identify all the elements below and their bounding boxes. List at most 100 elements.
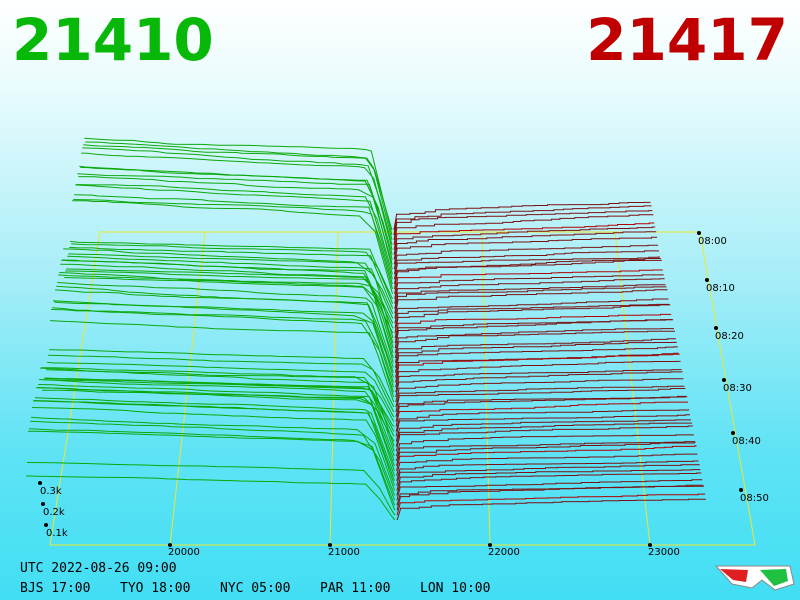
bid-depth-line	[43, 379, 395, 437]
bid-depth-line	[67, 255, 394, 319]
time-label: 08:00	[698, 236, 727, 247]
time-label: 08:40	[732, 436, 761, 447]
price-axis: 20000 21000 22000 23000	[168, 543, 680, 558]
bid-depth-line	[55, 289, 394, 378]
utc-time: UTC 2022-08-26 09:00	[20, 561, 177, 576]
time-axis: 08:00 08:10 08:20 08:30 08:40 08:50	[697, 231, 769, 504]
ask-depth-line	[394, 341, 677, 368]
bid-depth-line	[50, 320, 395, 403]
bid-depth-line	[75, 184, 393, 280]
ask-depth-line	[396, 479, 703, 501]
floor-line	[614, 231, 651, 546]
ask-depth-line	[396, 493, 706, 516]
bid-depth-line	[49, 349, 395, 408]
bid-depth-line	[26, 462, 396, 516]
bid-depth-line	[68, 253, 394, 314]
floor-outline	[49, 231, 756, 546]
ask-depth-line	[395, 422, 692, 447]
ask-depth-line	[395, 378, 684, 403]
ask-depth-line	[394, 330, 675, 358]
ask-depth-line	[393, 222, 655, 250]
bid-depth-line	[60, 263, 394, 354]
bid-depth-line	[61, 259, 394, 349]
bid-depth-line	[59, 272, 394, 358]
ask-depth-line	[396, 464, 700, 486]
ask-depth-line	[394, 274, 664, 299]
bid-depth-line	[25, 475, 396, 521]
ask-depth-line	[395, 414, 690, 437]
bid-depth-line	[77, 173, 393, 270]
bid-depth-line	[63, 248, 394, 339]
ask-depth-line	[395, 353, 680, 383]
ask-depth-line	[396, 498, 706, 521]
bid-depth-line	[58, 274, 394, 363]
city-clock: BJS 17:00	[20, 581, 90, 596]
bid-depth-line	[79, 165, 393, 260]
floor-line	[481, 231, 491, 546]
city-clock: PAR 11:00	[320, 581, 390, 596]
city-clock: LON 10:00	[420, 581, 490, 596]
ask-depth-line	[396, 485, 705, 511]
price-label: 21000	[328, 547, 360, 558]
ask-depth-line	[393, 226, 656, 255]
bid-depth-line	[47, 361, 395, 418]
bid-depth-line	[39, 379, 395, 457]
floor-line	[169, 231, 206, 546]
city-clock: NYC 05:00	[220, 581, 290, 596]
bid-depth-line	[70, 240, 394, 304]
tick-dot	[705, 278, 709, 282]
time-label: 08:10	[706, 283, 735, 294]
ask-depth-line	[396, 469, 701, 491]
depth-label: 0.3k	[40, 486, 62, 497]
bid-depth-line	[31, 407, 395, 491]
floor-line	[329, 231, 339, 546]
ask-depth-line	[394, 319, 674, 349]
ask-depth-line	[394, 259, 662, 290]
ask-depth-line	[394, 269, 663, 294]
bid-depth-line	[65, 270, 394, 329]
ask-depth-line	[396, 472, 702, 496]
tick-dot	[44, 523, 48, 527]
tick-dot	[731, 431, 735, 435]
bid-depth-line	[72, 200, 393, 295]
price-label: 22000	[488, 547, 520, 558]
time-label: 08:20	[715, 331, 744, 342]
bid-depth-line	[34, 397, 396, 477]
ask-depth-line	[394, 298, 669, 324]
depth-axis: 0.3k 0.2k 0.1k	[38, 481, 68, 539]
tick-dot	[648, 543, 652, 547]
ask-depth-line	[396, 434, 694, 457]
bid-depth-line	[69, 246, 394, 309]
bid-depth-line	[64, 277, 394, 334]
ask-depth-line	[393, 250, 659, 275]
ask-depth-line	[393, 205, 652, 235]
bid-depth-line	[29, 420, 396, 501]
depth-lines	[25, 137, 706, 521]
ask-depth-line	[393, 214, 654, 245]
city-clock: TYO 18:00	[120, 581, 190, 596]
bid-depth-line	[44, 377, 395, 432]
bid-depth-line	[40, 367, 395, 452]
bid-depth-line	[84, 137, 393, 236]
bid-depth-line	[82, 147, 393, 245]
bid-depth-line	[56, 285, 394, 373]
tick-dot	[38, 481, 42, 485]
bid-depth-line	[51, 309, 395, 398]
bid-depth-line	[28, 428, 396, 506]
ask-depth-line	[395, 346, 678, 373]
time-label: 08:50	[740, 493, 769, 504]
price-label: 20000	[168, 547, 200, 558]
ask-depth-line	[394, 304, 671, 334]
bid-depth-line	[48, 354, 395, 413]
ask-depth-line	[393, 236, 658, 265]
bid-depth-line	[66, 268, 394, 324]
bid-depth-line	[38, 384, 395, 462]
tick-dot	[488, 543, 492, 547]
ask-depth-line	[393, 210, 653, 240]
bid-depth-line	[54, 301, 394, 383]
bid-depth-line	[71, 243, 394, 300]
price-label: 23000	[648, 547, 680, 558]
ask-depth-line	[396, 441, 696, 467]
3d-glasses-icon[interactable]	[714, 565, 795, 591]
